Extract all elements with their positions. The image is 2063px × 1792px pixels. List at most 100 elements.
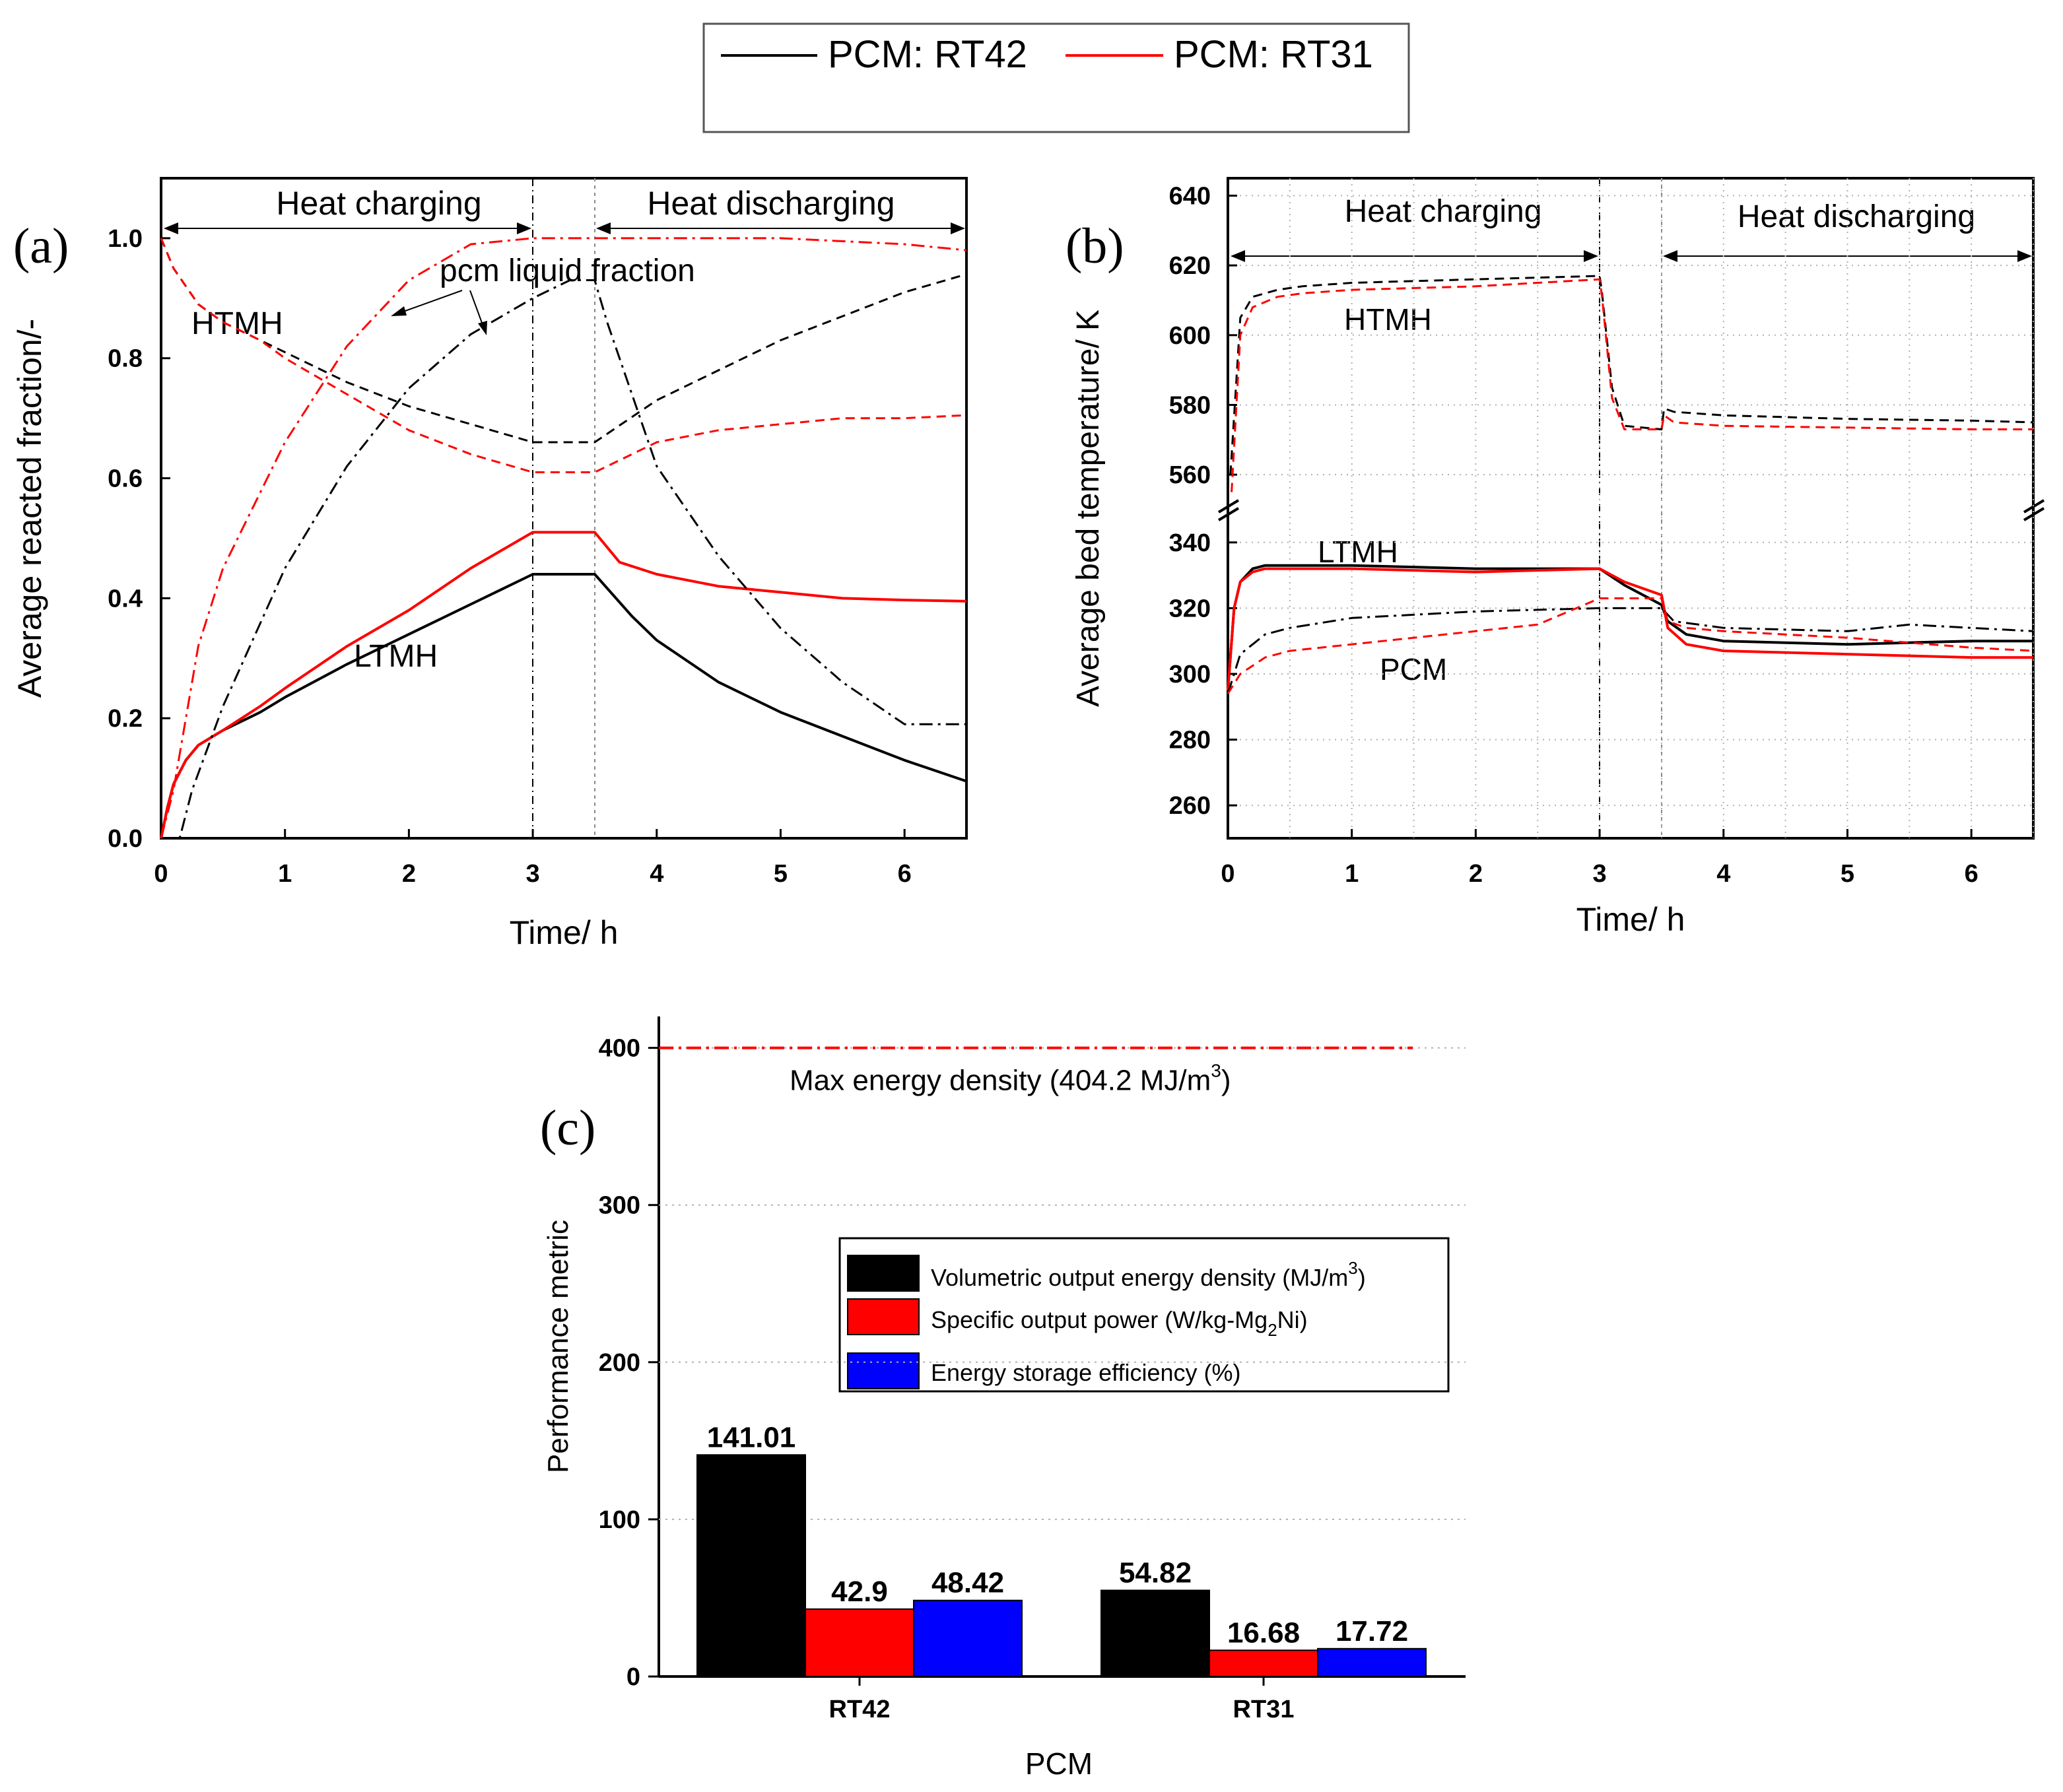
- panel-b-axis-break-left-2: [1217, 507, 1240, 521]
- panel-a-series-5: [160, 237, 967, 839]
- panel-b-series-3: [1227, 567, 2033, 691]
- panel-c-bar-value-label: 17.72: [1336, 1615, 1408, 1647]
- panel-b-arrowhead-right: [2017, 250, 2032, 262]
- panel-b-xtick-label: 2: [1469, 860, 1483, 888]
- panel-c-bar: [805, 1608, 914, 1678]
- panel-b-series-5: [1227, 597, 2034, 694]
- panel-c-ylabel: Performance metric: [542, 1220, 574, 1473]
- panel-a-phase-charging: Heat charging: [276, 185, 481, 222]
- panel-b-ytick-label: 620: [1169, 252, 1211, 280]
- panel-c-bar: [1100, 1589, 1210, 1677]
- panel-b-series-4: [1227, 607, 2034, 694]
- panel-a-annotations: HTMH LTMH pcm liquid fraction: [191, 253, 695, 674]
- panel-a-series-3: [160, 531, 967, 839]
- panel-b-ytick-label: 320: [1169, 595, 1211, 622]
- panel-a-annot-pointer-head-1: [391, 306, 407, 316]
- legend-label-efficiency: Energy storage efficiency (%): [931, 1359, 1241, 1386]
- panel-a-ylabel: Average reacted fraction/-: [11, 319, 48, 698]
- panel-b-xtick-label: 0: [1221, 860, 1234, 888]
- panel-a-ytick-label: 0.0: [108, 825, 143, 853]
- panel-b-annot-ltmh: LTMH: [1318, 535, 1398, 569]
- panel-c-category-label: RT42: [829, 1696, 891, 1723]
- legend-label-rt42: PCM: RT42: [828, 33, 1027, 76]
- top-legend: PCM: RT42 PCM: RT31: [702, 22, 1410, 133]
- panel-a-annot-htmh: HTMH: [191, 306, 283, 341]
- panel-a-xtick-label: 0: [154, 860, 168, 888]
- legend-swatch-efficiency: [847, 1352, 920, 1389]
- panel-c-bar-value-label: 16.68: [1227, 1616, 1300, 1649]
- panel-b-xtick-label: 5: [1841, 860, 1854, 888]
- panel-c-ytick-label: 100: [599, 1506, 640, 1534]
- panel-c-bar: [1209, 1649, 1318, 1677]
- panel-c-bar: [913, 1599, 1023, 1678]
- panel-a-xlabel: Time/ h: [510, 914, 619, 951]
- panel-b-annot-pcm: PCM: [1380, 652, 1447, 686]
- panel-c-bar-value-label: 141.01: [707, 1421, 796, 1453]
- panel-b-phase-discharging: Heat discharging: [1738, 199, 1975, 234]
- panel-a-arrowhead-left: [164, 222, 178, 234]
- panel-c-ytick-label: 300: [599, 1192, 640, 1220]
- panel-a-ytick-label: 0.4: [108, 585, 143, 613]
- panel-c-xlabel: PCM: [1025, 1746, 1093, 1781]
- panel-a-series-1: [160, 238, 967, 473]
- panel-a-arrowhead-right: [951, 222, 965, 234]
- panel-b-ytick-label: 560: [1169, 461, 1211, 489]
- panel-b-xtick-label: 6: [1965, 860, 1978, 888]
- panel-b-series-1: [1231, 278, 2033, 492]
- panel-b-label: (b): [1065, 218, 1124, 274]
- panel-c: (c) Performance metric PCM Volumetric ou…: [540, 1016, 1466, 1781]
- panel-a-annot-pointer-1: [395, 290, 463, 315]
- top-legend-box: [702, 22, 1410, 133]
- panel-b-xtick-label: 1: [1345, 860, 1359, 888]
- panel-c-category-label: RT31: [1233, 1696, 1295, 1723]
- panel-a-xtick-label: 5: [774, 860, 788, 888]
- panel-a-xtick-label: 6: [898, 860, 912, 888]
- panel-c-reference-label: Max energy density (404.2 MJ/m3): [790, 1061, 1231, 1097]
- panel-b-ytick-label: 600: [1169, 322, 1211, 350]
- legend-swatch-energy-density: [847, 1255, 920, 1292]
- panel-b-ytick-label: 260: [1169, 792, 1211, 820]
- panel-b-xtick-label: 4: [1716, 860, 1730, 888]
- panel-b: (b) Average bed temperature/ K Time/ h H…: [1065, 177, 2045, 938]
- panel-c-legend: Volumetric output energy density (MJ/m3)…: [838, 1237, 1450, 1393]
- legend-label-output-power: Specific output power (W/kg-Mg2Ni): [931, 1306, 1308, 1340]
- panel-a-annot-pointer-head-2: [478, 321, 487, 335]
- panel-a-label: (a): [13, 218, 69, 274]
- panel-a-ytick-label: 0.8: [108, 345, 143, 373]
- panel-b-annot-htmh: HTMH: [1344, 302, 1432, 337]
- panel-a-plot-area: [160, 177, 968, 840]
- panel-a-xtick-label: 2: [402, 860, 416, 888]
- panel-b-ytick-label: 340: [1169, 529, 1211, 557]
- panel-c-label: (c): [540, 1100, 595, 1156]
- panel-a-xtick-label: 4: [650, 860, 663, 888]
- panel-b-phase-charging: Heat charging: [1345, 194, 1542, 229]
- legend-label-rt31: PCM: RT31: [1174, 33, 1373, 76]
- panel-c-bar-value-label: 54.82: [1119, 1556, 1192, 1589]
- panel-c-ytick-label: 400: [599, 1035, 640, 1063]
- panel-b-xtick-label: 3: [1593, 860, 1607, 888]
- panel-b-ytick-label: 580: [1169, 391, 1211, 419]
- panel-b-axis-break-right-2: [2023, 507, 2045, 521]
- panel-b-ytick-label: 640: [1169, 182, 1211, 210]
- panel-b-annotations: HTMH LTMH PCM: [1318, 302, 1447, 686]
- panel-b-phase-markers: Heat charging Heat discharging: [1231, 178, 2032, 838]
- panel-b-ylabel: Average bed temperature/ K: [1071, 310, 1106, 707]
- panel-a-arrowhead-mid: [517, 222, 531, 234]
- panel-a-annot-ltmh: LTMH: [354, 639, 438, 674]
- panel-a-ytick-label: 1.0: [108, 225, 143, 253]
- panel-a-annot-pcm-liquid: pcm liquid fraction: [440, 253, 695, 288]
- panel-b-arrowhead-mid: [1584, 250, 1598, 262]
- panel-c-bar-value-label: 42.9: [831, 1576, 888, 1608]
- panel-a-phase-markers: Heat charging Heat discharging: [164, 178, 965, 838]
- panel-c-bar-value-label: 48.42: [931, 1567, 1004, 1599]
- panel-c-ytick-label: 200: [599, 1349, 640, 1377]
- panel-c-legend-box: [838, 1237, 1450, 1393]
- panel-b-plot-area: [1227, 177, 2035, 840]
- panel-a-series-4: [161, 279, 966, 840]
- panel-a: (a) Average reacted fraction/- Time/ h H…: [11, 177, 968, 951]
- panel-c-bar: [696, 1454, 806, 1678]
- panel-b-axis-break-left: [1217, 499, 1240, 514]
- legend-swatch-output-power: [847, 1298, 920, 1335]
